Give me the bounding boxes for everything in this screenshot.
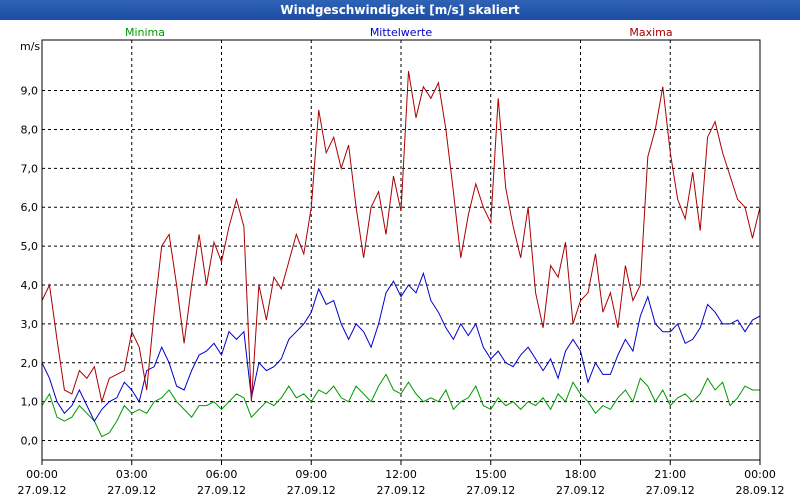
chart-title: Windgeschwindigkeit [m/s] skaliert (0, 0, 800, 20)
legend-minima: Minima (125, 26, 165, 39)
x-tick-time: 03:00 (116, 468, 148, 481)
series-line-minima (41, 373, 760, 438)
y-tick-label: 3,0 (21, 318, 39, 331)
x-tick-date: 27.09.12 (197, 484, 246, 497)
y-axis-label: m/s (20, 40, 40, 53)
x-tick-time: 00:00 (744, 468, 776, 481)
x-tick-date: 28.09.12 (736, 484, 785, 497)
x-tick-date: 27.09.12 (466, 484, 515, 497)
x-tick-time: 21:00 (654, 468, 686, 481)
y-tick-label: 7,0 (21, 162, 39, 175)
series-lines (41, 71, 761, 438)
y-tick-label: 0,0 (21, 435, 39, 448)
y-tick-label: 2,0 (21, 357, 39, 370)
y-tick-label: 1,0 (21, 396, 39, 409)
gridlines (42, 40, 760, 460)
y-tick-label: 9,0 (21, 85, 39, 98)
y-tick-label: 4,0 (21, 279, 39, 292)
plot-frame (41, 39, 761, 461)
x-tick-date: 27.09.12 (646, 484, 695, 497)
y-tick-label: 8,0 (21, 123, 39, 136)
x-tick-date: 27.09.12 (556, 484, 605, 497)
chart-area: 0,0 1,0 2,0 3,0 4,0 5,0 6,0 7,0 8,0 9,0 00:00 27.09… (18, 26, 785, 497)
x-tick-time: 09:00 (295, 468, 327, 481)
legend-maxima: Maxima (629, 26, 672, 39)
series-line-maxima (41, 71, 761, 404)
x-tick-time: 12:00 (385, 468, 417, 481)
x-tick-date: 27.09.12 (287, 484, 336, 497)
x-tick-time: 06:00 (206, 468, 238, 481)
x-tick-date: 27.09.12 (377, 484, 426, 497)
axes: 0,0 1,0 2,0 3,0 4,0 5,0 6,0 7,0 8,0 9,0 00:00 27.09… (18, 39, 785, 497)
x-tick-date: 27.09.12 (107, 484, 156, 497)
series-line-mittelwerte (41, 271, 761, 423)
x-tick-time: 15:00 (475, 468, 507, 481)
x-tick-time: 18:00 (565, 468, 597, 481)
y-tick-label: 6,0 (21, 201, 39, 214)
x-tick-time: 00:00 (26, 468, 58, 481)
legend-mittelwerte: Mittelwerte (370, 26, 433, 39)
y-tick-label: 5,0 (21, 240, 39, 253)
x-tick-date: 27.09.12 (18, 484, 67, 497)
